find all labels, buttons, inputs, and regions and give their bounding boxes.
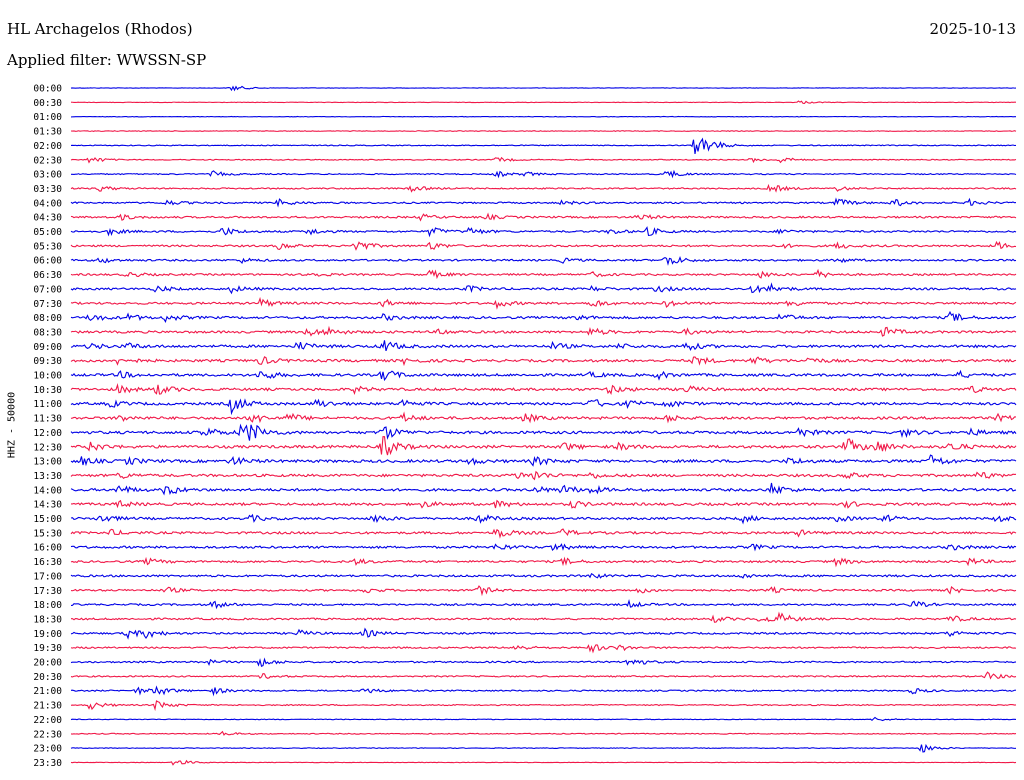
row-time-label: 12:30	[33, 442, 62, 453]
row-time-label: 13:00	[33, 457, 62, 468]
row-time-label: 06:30	[33, 270, 62, 281]
row-time-label: 18:30	[33, 614, 62, 625]
seismic-trace-1600	[70, 543, 1017, 552]
seismic-trace-0730	[70, 296, 1017, 310]
row-time-label: 03:30	[33, 184, 62, 195]
seismic-trace-1700	[70, 572, 1017, 579]
row-time-label: 10:00	[33, 371, 62, 382]
row-time-label: 01:30	[33, 127, 62, 138]
row-time-label: 11:00	[33, 399, 62, 410]
row-time-label: 16:30	[33, 557, 62, 568]
row-time-label: 17:00	[33, 571, 62, 582]
row-time-label: 04:30	[33, 213, 62, 224]
seismic-trace-1900	[70, 627, 1017, 640]
row-time-label: 11:30	[33, 414, 62, 425]
seismic-trace-0630	[70, 268, 1017, 280]
station-title: HL Archagelos (Rhodos)	[7, 20, 193, 38]
seismic-trace-2200	[70, 716, 1017, 722]
seismic-trace-0800	[70, 310, 1017, 324]
row-time-label: 01:00	[33, 112, 62, 123]
row-time-label: 16:00	[33, 543, 62, 554]
row-time-label: 17:30	[33, 586, 62, 597]
seismic-trace-0430	[70, 212, 1017, 222]
seismic-trace-0330	[70, 183, 1017, 193]
row-time-label: 15:30	[33, 528, 62, 539]
seismic-trace-0830	[70, 325, 1017, 337]
row-time-label: 19:00	[33, 629, 62, 640]
row-time-label: 08:30	[33, 327, 62, 338]
seismic-trace-1200	[70, 423, 1017, 441]
row-time-label: 22:30	[33, 729, 62, 740]
row-time-label: 04:00	[33, 198, 62, 209]
seismic-trace-0900	[70, 340, 1017, 352]
row-time-label: 07:00	[33, 284, 62, 295]
seismic-trace-0130	[70, 130, 1017, 132]
row-time-label: 00:00	[33, 84, 62, 95]
row-time-label: 00:30	[33, 98, 62, 109]
seismic-trace-0030	[70, 100, 1017, 104]
seismic-trace-1400	[70, 482, 1017, 496]
row-time-label: 23:00	[33, 744, 62, 755]
date-label: 2025-10-13	[929, 20, 1016, 38]
row-time-label: 09:00	[33, 342, 62, 353]
seismic-trace-0300	[70, 169, 1017, 179]
seismic-trace-0500	[70, 226, 1017, 238]
seismic-trace-0200	[70, 137, 1017, 155]
filter-label: Applied filter: WWSSN-SP	[7, 51, 207, 69]
row-time-label: 05:00	[33, 227, 62, 238]
seismic-trace-1730	[70, 585, 1017, 597]
seismic-trace-1130	[70, 411, 1017, 424]
row-time-label: 14:30	[33, 500, 62, 511]
row-time-label: 15:00	[33, 514, 62, 525]
seismic-trace-0930	[70, 356, 1017, 367]
seismic-trace-0700	[70, 282, 1017, 295]
seismic-trace-1830	[70, 611, 1017, 623]
row-time-label: 13:30	[33, 471, 62, 482]
seismic-trace-0600	[70, 255, 1017, 266]
row-time-label: 20:30	[33, 672, 62, 683]
seismic-trace-1000	[70, 369, 1017, 382]
row-time-label: 03:00	[33, 170, 62, 181]
seismic-trace-1500	[70, 513, 1017, 525]
seismic-trace-2100	[70, 685, 1017, 697]
seismic-trace-0000	[70, 85, 1017, 92]
row-time-label: 23:30	[33, 758, 62, 769]
row-time-label: 22:00	[33, 715, 62, 726]
row-time-label: 06:00	[33, 256, 62, 267]
row-time-label: 21:00	[33, 686, 62, 697]
seismic-trace-0400	[70, 197, 1017, 208]
seismic-trace-1630	[70, 556, 1017, 568]
row-time-label: 19:30	[33, 643, 62, 654]
seismic-trace-1530	[70, 528, 1017, 539]
seismic-trace-2130	[70, 700, 1017, 712]
seismic-trace-0530	[70, 240, 1017, 251]
seismic-trace-1300	[70, 454, 1017, 467]
row-time-label: 10:30	[33, 385, 62, 396]
seismic-trace-2000	[70, 657, 1017, 667]
row-time-label: 18:00	[33, 600, 62, 611]
seismic-trace-1800	[70, 598, 1017, 610]
row-time-label: 12:00	[33, 428, 62, 439]
row-time-label: 21:30	[33, 701, 62, 712]
seismic-trace-2230	[70, 730, 1017, 736]
seismic-trace-1100	[70, 398, 1017, 416]
seismic-trace-2330	[70, 759, 1017, 766]
seismic-trace-1230	[70, 436, 1017, 456]
row-time-label: 02:00	[33, 141, 62, 152]
row-time-label: 20:00	[33, 658, 62, 669]
row-time-label: 09:30	[33, 356, 62, 367]
seismic-trace-1930	[70, 644, 1017, 654]
seismic-trace-2300	[70, 743, 1017, 753]
seismic-trace-1430	[70, 499, 1017, 509]
row-time-label: 05:30	[33, 241, 62, 252]
row-time-label: 08:00	[33, 313, 62, 324]
seismic-trace-2030	[70, 671, 1017, 680]
seismic-trace-1330	[70, 470, 1017, 481]
row-time-label: 07:30	[33, 299, 62, 310]
seismic-trace-1030	[70, 383, 1017, 396]
row-time-label: 02:30	[33, 155, 62, 166]
row-time-label: 14:00	[33, 485, 62, 496]
seismic-trace-0230	[70, 156, 1017, 164]
